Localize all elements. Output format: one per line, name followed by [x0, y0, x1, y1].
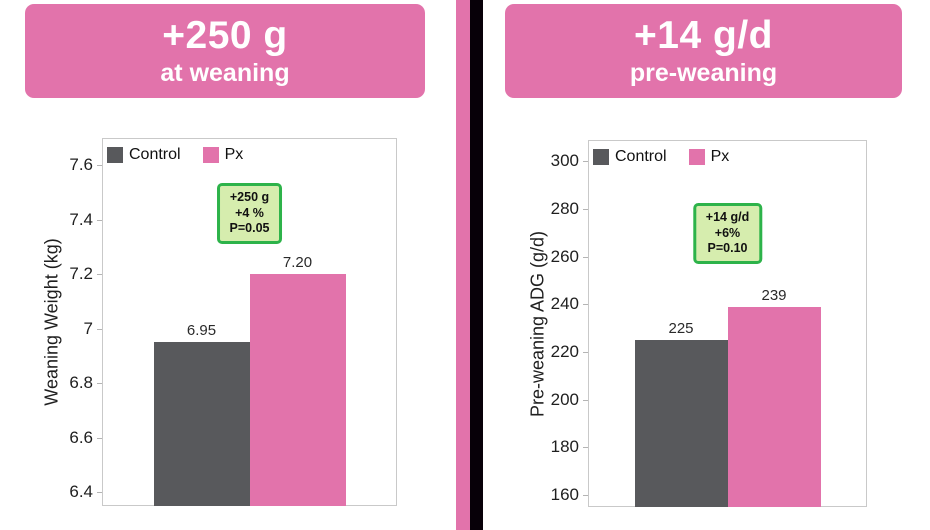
legend-swatch-px — [688, 149, 705, 165]
annotation-line: P=0.05 — [229, 221, 270, 236]
y-tick-mark — [583, 161, 588, 163]
divider-pink-stripe — [456, 0, 470, 530]
left-banner: +250 g at weaning — [25, 4, 425, 98]
y-tick-label: 180 — [550, 437, 579, 457]
legend-label-control: Control — [615, 148, 667, 165]
y-tick-mark — [583, 352, 588, 354]
y-tick-label: 6.8 — [69, 373, 93, 393]
y-tick-label: 7.4 — [69, 209, 93, 229]
y-tick-mark — [583, 399, 588, 401]
y-tick-mark — [97, 165, 102, 167]
y-tick-mark — [583, 447, 588, 449]
legend: Control Px — [107, 146, 259, 164]
bar-value-label-px: 7.20 — [282, 254, 313, 272]
bar-value-label-control: 225 — [668, 320, 694, 338]
left-banner-subline: at weaning — [160, 58, 290, 87]
bar-value-label-control: 6.95 — [186, 322, 217, 340]
legend-label-control: Control — [129, 146, 181, 163]
y-tick-label: 280 — [550, 199, 579, 219]
annotation-line: +14 g/d — [705, 210, 750, 224]
y-tick-label: 7 — [83, 318, 93, 338]
legend: Control Px — [593, 148, 745, 166]
annotation-line: +4 % — [235, 205, 264, 220]
bar-px — [727, 306, 821, 507]
y-tick-mark — [97, 328, 102, 330]
y-tick-label: 220 — [550, 342, 579, 362]
right-banner-headline: +14 g/d — [634, 13, 773, 57]
y-tick-label: 240 — [550, 294, 579, 314]
legend-label-px: Px — [224, 146, 244, 163]
y-tick-label: 7.2 — [69, 264, 93, 284]
annotation-box: +250 g +4 % P=0.05 — [216, 183, 283, 244]
y-tick-mark — [97, 383, 102, 385]
y-tick-label: 6.4 — [69, 482, 93, 502]
bar-value-label-px: 239 — [761, 286, 787, 304]
left-banner-headline: +250 g — [162, 13, 288, 57]
y-tick-label: 7.6 — [69, 155, 93, 175]
y-tick-mark — [97, 492, 102, 494]
y-tick-label: 200 — [550, 389, 579, 409]
right-banner-subline: pre-weaning — [629, 58, 778, 87]
y-tick-mark — [97, 274, 102, 276]
divider-black-stripe — [470, 0, 483, 530]
y-tick-mark — [583, 495, 588, 497]
y-tick-mark — [583, 256, 588, 258]
annotation-line: +250 g — [229, 190, 270, 204]
annotation-line: +6% — [714, 225, 741, 240]
legend-label-px: Px — [710, 148, 730, 165]
legend-swatch-control — [107, 147, 123, 163]
bar-control — [634, 340, 728, 507]
legend-swatch-px — [202, 147, 219, 163]
bar-control — [153, 342, 250, 506]
y-tick-label: 6.6 — [69, 427, 93, 447]
legend-swatch-control — [593, 149, 609, 165]
y-tick-mark — [583, 209, 588, 211]
annotation-line: P=0.10 — [707, 241, 748, 256]
y-tick-mark — [97, 219, 102, 221]
annotation-box: +14 g/d +6% P=0.10 — [692, 203, 763, 264]
y-tick-label: 160 — [550, 485, 579, 505]
bar-px — [249, 274, 346, 506]
y-tick-label: 300 — [550, 151, 579, 171]
y-tick-label: 260 — [550, 246, 579, 266]
y-tick-mark — [97, 437, 102, 439]
right-banner: +14 g/d pre-weaning — [505, 4, 902, 98]
y-tick-mark — [583, 304, 588, 306]
